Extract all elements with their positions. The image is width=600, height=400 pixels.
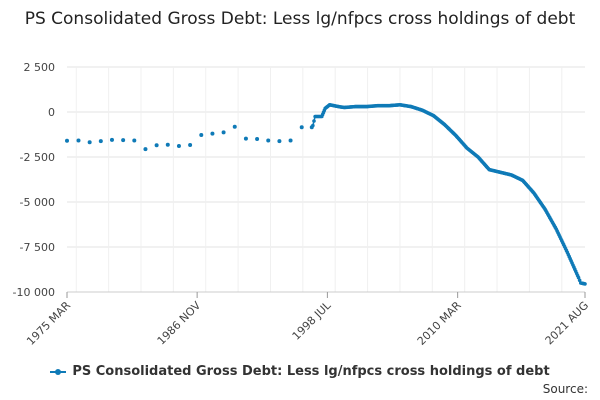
data-point [312,119,316,123]
data-point [98,139,103,144]
data-point [243,136,248,141]
data-point [583,282,587,286]
data-point [109,137,114,142]
data-point [132,138,137,143]
source-label: Source: [542,382,588,396]
y-tick-label: -7 500 [20,241,55,254]
data-point [299,125,304,130]
y-tick-label: -5 000 [20,196,55,209]
x-tick-label: 1998 JUL [290,298,334,342]
data-point [121,138,126,143]
data-point [232,124,237,129]
data-point [266,138,271,143]
data-point [311,123,315,128]
data-point [154,143,159,148]
x-tick-label: 2010 MAR [415,299,464,348]
data-point [576,275,581,280]
data-point [143,147,148,152]
data-point [65,138,69,143]
legend-label: PS Consolidated Gross Debt: Less lg/nfpc… [72,364,550,379]
data-point [221,130,226,135]
x-tick-label: 1986 NOV [155,299,204,348]
data-point [176,144,181,149]
data-point [165,142,170,147]
legend[interactable]: PS Consolidated Gross Debt: Less lg/nfpc… [0,364,600,379]
data-point [76,138,81,143]
y-tick-label: -10 000 [13,286,55,299]
y-tick-label: 0 [48,106,55,119]
legend-marker-icon [50,368,67,375]
data-point [277,139,282,144]
x-tick-label: 1975 MAR [24,299,73,348]
data-point [210,131,215,136]
data-point [188,142,193,147]
series-line [312,103,586,285]
data-point [577,278,582,283]
data-point [255,137,260,141]
data-point [199,133,204,138]
y-tick-label: 2 500 [24,61,56,74]
x-tick-label: 2021 AUG [543,299,592,348]
y-tick-label: -2 500 [20,151,55,164]
data-point [87,140,92,145]
data-point [288,138,293,143]
chart-title: PS Consolidated Gross Debt: Less lg/nfpc… [24,9,576,29]
